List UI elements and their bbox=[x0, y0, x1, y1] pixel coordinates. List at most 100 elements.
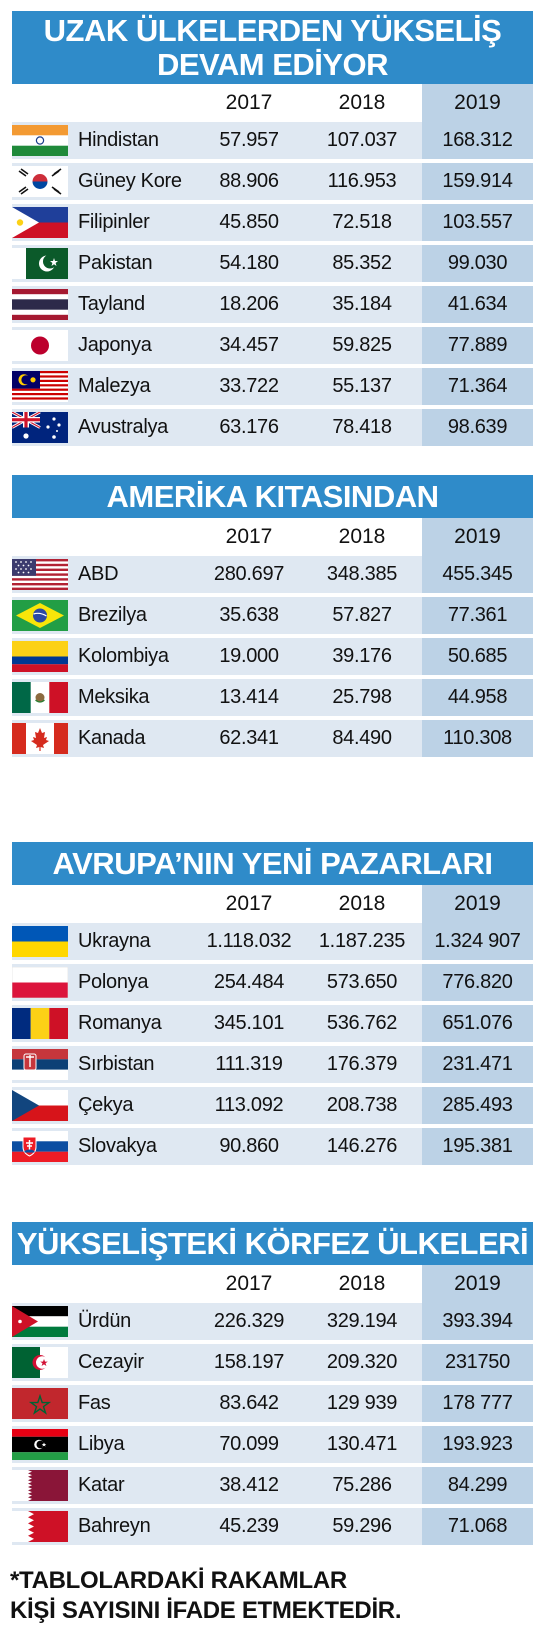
row-2019-highlight bbox=[422, 638, 533, 675]
malaysia-flag-icon bbox=[12, 371, 68, 402]
row-2019-highlight bbox=[422, 204, 533, 241]
value-2019: 71.068 bbox=[447, 1515, 508, 1537]
table-row: Pakistan 54.180 85.352 99.030 bbox=[12, 245, 533, 282]
philippines-flag-icon bbox=[12, 207, 68, 238]
value-2017: 19.000 bbox=[219, 645, 279, 667]
row-background bbox=[12, 204, 422, 241]
row-2019-highlight bbox=[422, 368, 533, 405]
country-name: Polonya bbox=[78, 971, 149, 993]
row-2019-highlight bbox=[422, 597, 533, 634]
value-2019: 77.361 bbox=[447, 604, 508, 626]
row-2019-highlight bbox=[422, 964, 533, 1001]
country-name: Güney Kore bbox=[78, 170, 182, 192]
country-name: Bahreyn bbox=[78, 1515, 151, 1537]
value-2018: 57.827 bbox=[332, 604, 392, 626]
usa-flag-icon bbox=[12, 559, 68, 590]
row-2019-highlight bbox=[422, 122, 533, 159]
table-row: Filipinler 45.850 72.518 103.557 bbox=[12, 204, 533, 241]
value-2017: 83.642 bbox=[219, 1392, 279, 1414]
row-2019-highlight bbox=[422, 1467, 533, 1504]
value-2019: 110.308 bbox=[443, 727, 512, 749]
value-2018: 78.418 bbox=[332, 416, 392, 438]
country-name: Pakistan bbox=[78, 252, 153, 274]
value-2019: 393.394 bbox=[442, 1310, 513, 1332]
row-2019-highlight bbox=[422, 1344, 533, 1381]
year-2017: 2017 bbox=[225, 892, 273, 915]
country-name: Filipinler bbox=[78, 211, 150, 233]
row-background bbox=[12, 720, 422, 757]
value-2017: 18.206 bbox=[219, 293, 279, 315]
value-2017: 57.957 bbox=[219, 129, 279, 151]
poland-flag-icon bbox=[12, 967, 68, 998]
row-2019-highlight bbox=[422, 923, 533, 960]
value-2017: 226.329 bbox=[213, 1310, 285, 1332]
ukraine-flag-icon bbox=[12, 926, 68, 957]
row-2019-highlight bbox=[422, 409, 533, 446]
table-row: Polonya 254.484 573.650 776.820 bbox=[12, 964, 533, 1001]
year-2018: 2018 bbox=[338, 91, 386, 114]
value-2017: 45.239 bbox=[219, 1515, 279, 1537]
country-name: Ukrayna bbox=[78, 930, 151, 952]
table-row: Slovakya 90.860 146.276 195.381 bbox=[12, 1128, 533, 1165]
value-2017: 38.412 bbox=[219, 1474, 279, 1496]
value-2017: 70.099 bbox=[219, 1433, 279, 1455]
romania-flag-icon bbox=[12, 1008, 68, 1039]
year-2017: 2017 bbox=[225, 525, 273, 548]
value-2017: 90.860 bbox=[219, 1135, 279, 1157]
value-2019: 44.958 bbox=[447, 686, 508, 708]
row-2019-highlight bbox=[422, 1128, 533, 1165]
country-name: ABD bbox=[78, 563, 119, 585]
value-2018: 146.276 bbox=[326, 1135, 398, 1157]
value-2018: 55.137 bbox=[332, 375, 392, 397]
row-2019-highlight bbox=[422, 1303, 533, 1340]
country-name: Hindistan bbox=[78, 129, 159, 151]
footnote-line-2: KİŞİ SAYISINI İFADE ETMEKTEDİR. bbox=[10, 1597, 402, 1624]
value-2019: 103.557 bbox=[442, 211, 513, 233]
table-row: Kolombiya 19.000 39.176 50.685 bbox=[12, 638, 533, 675]
year-header: 2017 2018 2019 bbox=[12, 1265, 533, 1303]
year-2018: 2018 bbox=[338, 892, 386, 915]
row-background bbox=[12, 286, 422, 323]
row-background bbox=[12, 1385, 422, 1422]
table-row: Libya 70.099 130.471 193.923 bbox=[12, 1426, 533, 1463]
value-2018: 35.184 bbox=[332, 293, 392, 315]
value-2017: 33.722 bbox=[219, 375, 279, 397]
row-2019-highlight bbox=[422, 1385, 533, 1422]
section-far-countries: UZAK ÜLKELERDEN YÜKSELİŞ DEVAM EDİYOR 20… bbox=[12, 11, 533, 450]
section-title: AVRUPA’NIN YENİ PAZARLARI bbox=[12, 842, 533, 885]
section-title: YÜKSELİŞTEKİ KÖRFEZ ÜLKELERİ bbox=[12, 1222, 533, 1265]
row-2019-highlight bbox=[422, 720, 533, 757]
country-name: Sırbistan bbox=[78, 1053, 155, 1075]
row-2019-highlight bbox=[422, 1087, 533, 1124]
section-america: AMERİKA KITASINDAN TÜRKİYE’YE 2017 2018 … bbox=[12, 475, 533, 761]
row-background bbox=[12, 245, 422, 282]
value-2017: 158.197 bbox=[213, 1351, 285, 1373]
table-row: Romanya 345.101 536.762 651.076 bbox=[12, 1005, 533, 1042]
country-name: Brezilya bbox=[78, 604, 147, 626]
row-2019-highlight bbox=[422, 1046, 533, 1083]
value-2017: 113.092 bbox=[214, 1094, 284, 1116]
row-background bbox=[12, 1046, 422, 1083]
value-2019: 77.889 bbox=[447, 334, 508, 356]
value-2017: 45.850 bbox=[219, 211, 279, 233]
value-2019: 41.634 bbox=[447, 293, 508, 315]
row-2019-highlight bbox=[422, 163, 533, 200]
row-background bbox=[12, 1344, 422, 1381]
year-2019: 2019 bbox=[422, 1265, 533, 1303]
south-korea-flag-icon bbox=[12, 166, 68, 197]
value-2018: 1.187.235 bbox=[318, 930, 406, 952]
brazil-flag-icon bbox=[12, 600, 68, 631]
value-2018: 209.320 bbox=[326, 1351, 398, 1373]
country-name: Cezayir bbox=[78, 1351, 144, 1373]
table-row: Kanada 62.341 84.490 110.308 bbox=[12, 720, 533, 757]
row-2019-highlight bbox=[422, 327, 533, 364]
country-name: Romanya bbox=[78, 1012, 162, 1034]
value-2019: 193.923 bbox=[442, 1433, 513, 1455]
row-background bbox=[12, 122, 422, 159]
section-title: AMERİKA KITASINDAN TÜRKİYE’YE bbox=[12, 475, 533, 557]
year-2017: 2017 bbox=[225, 91, 273, 114]
mexico-flag-icon bbox=[12, 682, 68, 713]
row-background bbox=[12, 327, 422, 364]
value-2019: 651.076 bbox=[442, 1012, 513, 1034]
